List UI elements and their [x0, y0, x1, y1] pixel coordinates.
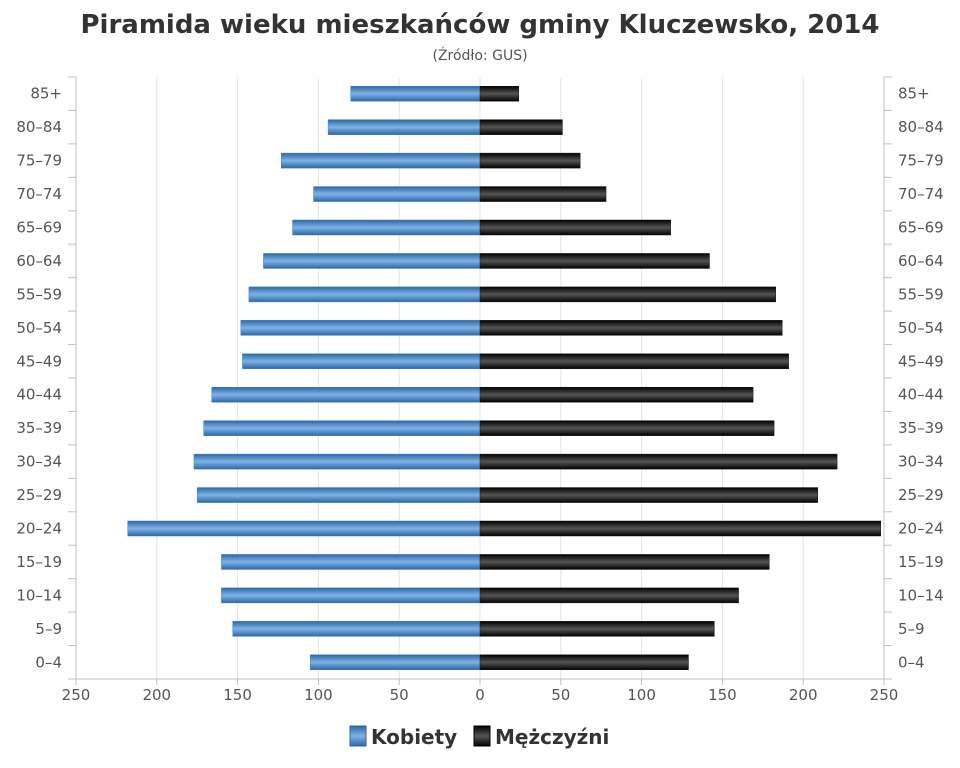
y-tick-label-right: 15–19 [898, 553, 944, 571]
bar-mezczyzni [479, 253, 710, 269]
bar-kobiety [242, 353, 481, 370]
y-tick-label-left: 70–74 [16, 185, 62, 203]
x-tick-label: 200 [789, 686, 818, 704]
bar-mezczyzni [479, 554, 770, 570]
y-tick-label-left: 80–84 [16, 118, 62, 136]
bar-kobiety [203, 420, 481, 436]
y-tick-label-right: 20–24 [898, 520, 944, 538]
chart-title: Piramida wieku mieszkańców gminy Kluczew… [80, 10, 879, 40]
bar-kobiety [221, 554, 481, 570]
y-tick-label-left: 20–24 [16, 520, 62, 538]
y-tick-label-right: 75–79 [898, 152, 944, 170]
bar-mezczyzni [479, 286, 776, 303]
legend-swatch-mezczyzni [473, 725, 491, 747]
bar-kobiety [280, 152, 481, 169]
y-tick-label-right: 45–49 [898, 352, 944, 370]
bar-kobiety [248, 286, 481, 303]
bar-mezczyzni [479, 420, 775, 436]
bar-mezczyzni [479, 487, 818, 503]
y-tick-label-left: 45–49 [16, 352, 62, 370]
legend-label-mezczyzni: Mężczyźni [495, 725, 609, 749]
bar-kobiety [240, 320, 481, 336]
legend-label-kobiety: Kobiety [371, 725, 457, 749]
y-tick-label-right: 10–14 [898, 586, 944, 604]
y-tick-label-left: 5–9 [35, 620, 62, 638]
chart-subtitle: (Źródło: GUS) [432, 46, 527, 64]
y-tick-label-left: 25–29 [16, 486, 62, 504]
bar-mezczyzni [479, 186, 607, 202]
bars [127, 85, 882, 671]
bar-mezczyzni [479, 219, 671, 236]
y-tick-label-left: 0–4 [35, 653, 62, 671]
y-tick-label-left: 30–34 [16, 453, 62, 471]
bar-mezczyzni [479, 520, 882, 537]
y-tick-label-left: 15–19 [16, 553, 62, 571]
bar-mezczyzni [479, 353, 789, 370]
bar-kobiety [196, 487, 481, 503]
bar-mezczyzni [479, 587, 739, 604]
y-tick-label-right: 85+ [898, 85, 930, 103]
y-tick-label-left: 75–79 [16, 152, 62, 170]
y-tick-label-left: 85+ [30, 85, 62, 103]
bar-mezczyzni [479, 85, 520, 102]
y-tick-label-right: 0–4 [898, 653, 925, 671]
y-tick-label-right: 55–59 [898, 285, 944, 303]
x-tick-label: 100 [304, 686, 333, 704]
bar-mezczyzni [479, 320, 783, 336]
y-tick-label-left: 50–54 [16, 319, 62, 337]
legend-swatch-kobiety [349, 725, 367, 747]
x-tick-label: 0 [475, 686, 485, 704]
y-tick-label-right: 35–39 [898, 419, 944, 437]
y-tick-label-left: 10–14 [16, 586, 62, 604]
y-tick-label-right: 65–69 [898, 219, 944, 237]
x-tick-label: 200 [142, 686, 171, 704]
bar-kobiety [193, 453, 481, 470]
bar-mezczyzni [479, 152, 581, 169]
y-tick-label-left: 55–59 [16, 285, 62, 303]
legend: Kobiety Mężczyźni [349, 725, 609, 749]
bar-mezczyzni [479, 621, 715, 637]
x-tick-label: 50 [390, 686, 409, 704]
x-tick-label: 150 [223, 686, 252, 704]
bar-mezczyzni [479, 386, 754, 403]
bar-kobiety [292, 219, 481, 236]
bar-mezczyzni [479, 119, 563, 135]
y-tick-label-right: 40–44 [898, 386, 944, 404]
bar-kobiety [263, 253, 481, 269]
y-tick-label-left: 60–64 [16, 252, 62, 270]
y-tick-label-left: 35–39 [16, 419, 62, 437]
bar-mezczyzni [479, 654, 689, 671]
bar-kobiety [313, 186, 481, 202]
x-tick-label: 100 [627, 686, 656, 704]
bar-mezczyzni [479, 453, 838, 470]
y-tick-label-right: 60–64 [898, 252, 944, 270]
bar-kobiety [211, 386, 481, 403]
bar-kobiety [221, 587, 481, 604]
bar-kobiety [127, 520, 481, 537]
x-tick-label: 150 [708, 686, 737, 704]
y-tick-label-right: 70–74 [898, 185, 944, 203]
bar-kobiety [327, 119, 481, 135]
x-tick-label: 50 [551, 686, 570, 704]
y-tick-label-right: 25–29 [898, 486, 944, 504]
bar-kobiety [310, 654, 481, 671]
y-tick-label-left: 65–69 [16, 219, 62, 237]
y-tick-label-right: 30–34 [898, 453, 944, 471]
bar-kobiety [350, 85, 481, 102]
y-tick-label-left: 40–44 [16, 386, 62, 404]
y-tick-label-right: 80–84 [898, 118, 944, 136]
y-tick-label-right: 5–9 [898, 620, 925, 638]
y-tick-label-right: 50–54 [898, 319, 944, 337]
x-tick-label: 250 [62, 686, 91, 704]
bar-kobiety [232, 621, 481, 637]
x-tick-label: 250 [870, 686, 899, 704]
